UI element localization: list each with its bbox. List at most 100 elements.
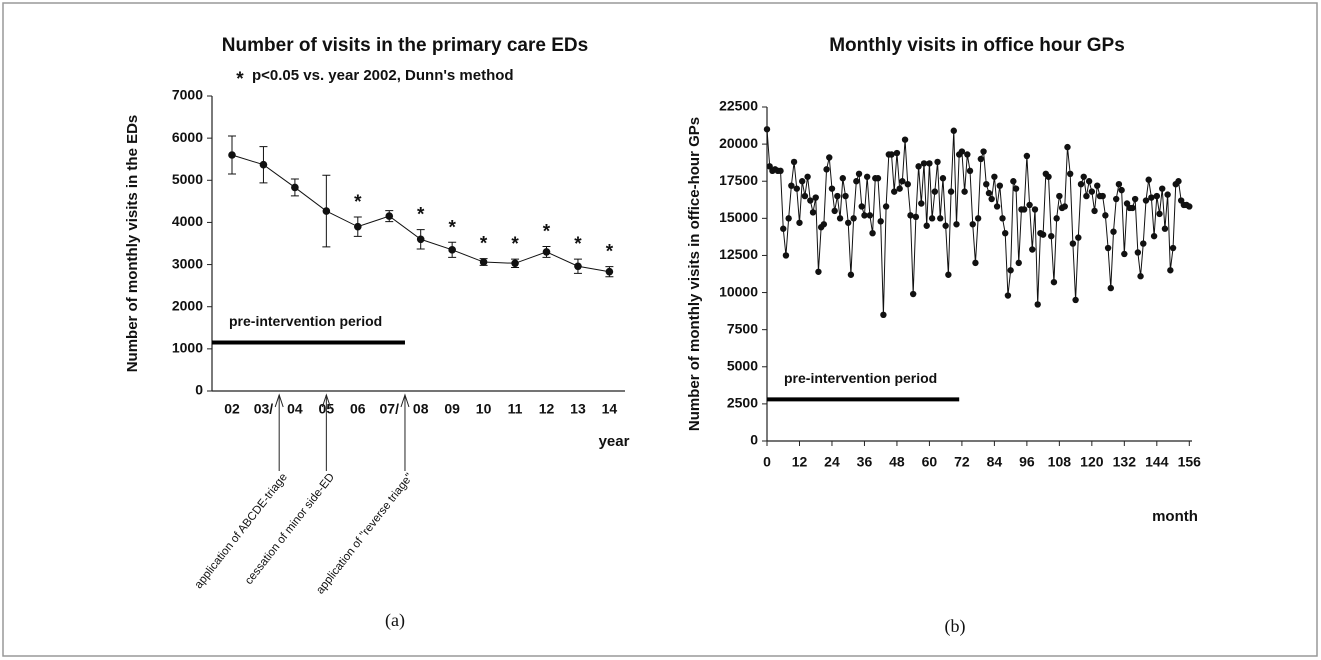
data-point — [947, 188, 955, 195]
data-point — [1088, 188, 1096, 195]
data-point — [793, 185, 800, 192]
y-tick-label: 5000 — [172, 171, 203, 187]
data-point — [991, 173, 998, 180]
data-point — [1104, 244, 1112, 252]
data-point — [416, 235, 425, 244]
x-tick-label: 84 — [987, 454, 1003, 470]
data-point — [1085, 178, 1093, 185]
data-point — [912, 213, 920, 221]
data-point — [823, 166, 830, 173]
data-point — [853, 178, 860, 185]
data-point — [798, 178, 806, 185]
x-axis-title: year — [599, 433, 630, 450]
data-point — [1140, 240, 1147, 247]
data-point — [904, 180, 911, 188]
x-tick-label: 06 — [350, 401, 366, 417]
data-point — [796, 219, 803, 226]
data-point — [839, 175, 846, 182]
data-point — [877, 218, 884, 225]
data-point — [1077, 180, 1085, 188]
data-point — [1094, 182, 1101, 189]
data-point — [1020, 206, 1028, 213]
data-point — [780, 225, 787, 232]
data-point — [850, 215, 857, 222]
data-point — [1159, 185, 1166, 192]
y-tick-label: 2000 — [172, 297, 203, 313]
data-point — [385, 212, 394, 220]
y-tick-label: 4000 — [172, 213, 203, 229]
data-point — [1007, 267, 1014, 274]
data-point — [937, 215, 944, 222]
data-point — [1048, 232, 1055, 240]
data-point — [1056, 192, 1063, 200]
data-point — [812, 194, 819, 201]
data-point — [993, 203, 1001, 210]
significance-star: * — [448, 217, 456, 238]
x-tick-label: 0 — [763, 454, 771, 470]
data-point — [999, 215, 1006, 222]
data-point — [942, 222, 949, 229]
significance-marker: * — [236, 69, 244, 90]
data-point — [1102, 212, 1109, 219]
data-point — [1137, 273, 1144, 280]
data-point — [1091, 207, 1098, 215]
data-point — [828, 185, 836, 192]
data-point — [605, 267, 614, 276]
data-point — [931, 188, 939, 195]
y-tick-label: 20000 — [719, 135, 758, 151]
data-point — [1113, 195, 1120, 203]
data-point — [896, 185, 903, 192]
data-point — [831, 207, 838, 215]
data-point — [847, 271, 855, 278]
y-tick-label: 22500 — [719, 98, 758, 114]
data-point — [907, 212, 914, 219]
x-tick-label: 24 — [824, 454, 840, 470]
data-point — [845, 219, 852, 226]
data-point — [1031, 206, 1039, 213]
data-point — [1131, 195, 1139, 203]
panel-label: (b) — [945, 616, 966, 637]
chart-title: Number of visits in the primary care EDs — [222, 35, 588, 56]
data-point — [448, 246, 456, 254]
y-axis-title: Number of monthly visits in the EDs — [124, 115, 141, 373]
data-point — [1053, 215, 1060, 222]
y-tick-label: 15000 — [719, 209, 758, 225]
data-point — [1134, 249, 1142, 256]
data-point — [511, 259, 519, 268]
data-point — [974, 215, 982, 222]
x-tick-label: 144 — [1145, 454, 1169, 470]
data-point — [891, 188, 898, 195]
x-tick-label: 12 — [539, 401, 555, 417]
data-point — [1161, 225, 1169, 232]
data-point — [1064, 143, 1071, 151]
data-point — [809, 209, 817, 216]
data-point — [1107, 284, 1114, 292]
data-point — [918, 200, 925, 207]
data-point — [939, 175, 947, 182]
y-tick-label: 5000 — [727, 357, 758, 373]
x-tick-label: 02 — [224, 401, 240, 417]
data-point — [788, 182, 795, 189]
data-point — [964, 151, 971, 158]
data-point — [901, 136, 909, 143]
data-point — [479, 258, 488, 266]
data-point — [953, 221, 960, 228]
data-point — [920, 160, 928, 167]
y-tick-label: 3000 — [172, 255, 203, 271]
data-point — [888, 151, 895, 158]
significance-star: * — [480, 234, 488, 255]
data-point — [980, 148, 987, 155]
data-point — [950, 127, 957, 134]
y-tick-label: 17500 — [719, 172, 758, 188]
panel-label: (a) — [385, 610, 405, 631]
data-point — [782, 252, 790, 259]
data-point — [1153, 192, 1161, 200]
x-tick-label: 11 — [508, 401, 523, 417]
data-point — [1010, 178, 1017, 185]
data-point — [858, 203, 865, 210]
data-point — [988, 195, 995, 203]
y-tick-label: 2500 — [727, 395, 758, 411]
y-axis-title: Number of monthly visits in office-hour … — [686, 117, 703, 431]
data-point — [1066, 170, 1074, 177]
